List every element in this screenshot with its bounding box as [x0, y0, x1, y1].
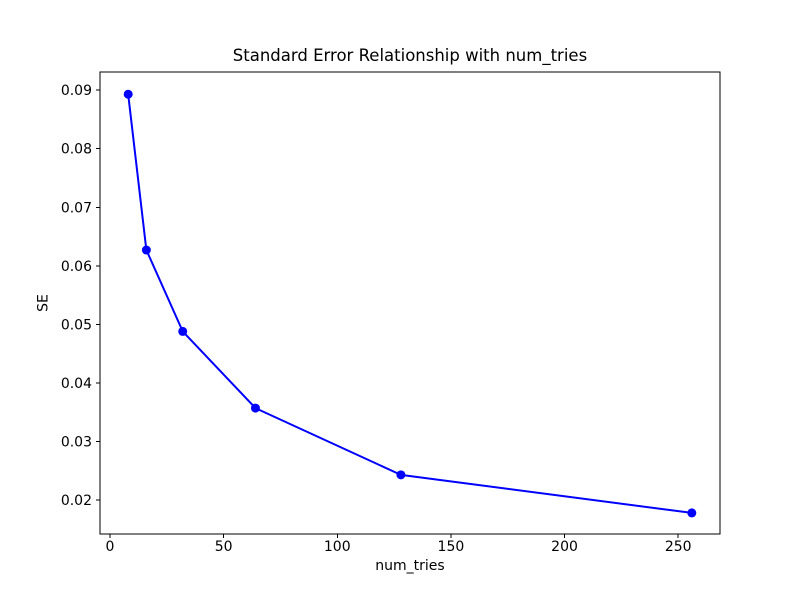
data-point	[178, 326, 188, 336]
x-tick-label: 250	[665, 539, 692, 555]
x-tick-label: 100	[324, 539, 351, 555]
x-tick-label: 50	[215, 539, 233, 555]
y-tick-label: 0.05	[61, 317, 92, 333]
y-tick-label: 0.04	[61, 376, 92, 392]
data-point	[250, 403, 260, 413]
x-axis-label: num_tries	[375, 558, 445, 574]
y-tick-label: 0.03	[61, 434, 92, 450]
y-axis-label: SE	[35, 294, 52, 312]
data-point	[687, 508, 697, 518]
chart-title: Standard Error Relationship with num_tri…	[232, 46, 588, 65]
axes-border	[99, 71, 721, 535]
data-line	[127, 93, 693, 514]
x-tick-label: 0	[106, 539, 115, 555]
x-tick-label: 150	[438, 539, 465, 555]
x-tick-label: 200	[551, 539, 578, 555]
y-tick-label: 0.09	[61, 83, 92, 99]
y-tick-label: 0.06	[61, 259, 92, 275]
data-point	[141, 245, 151, 255]
data-point	[123, 89, 133, 99]
y-tick-label: 0.08	[61, 142, 92, 158]
data-point	[396, 470, 406, 480]
y-tick-label: 0.07	[61, 200, 92, 216]
y-tick-label: 0.02	[61, 493, 92, 509]
